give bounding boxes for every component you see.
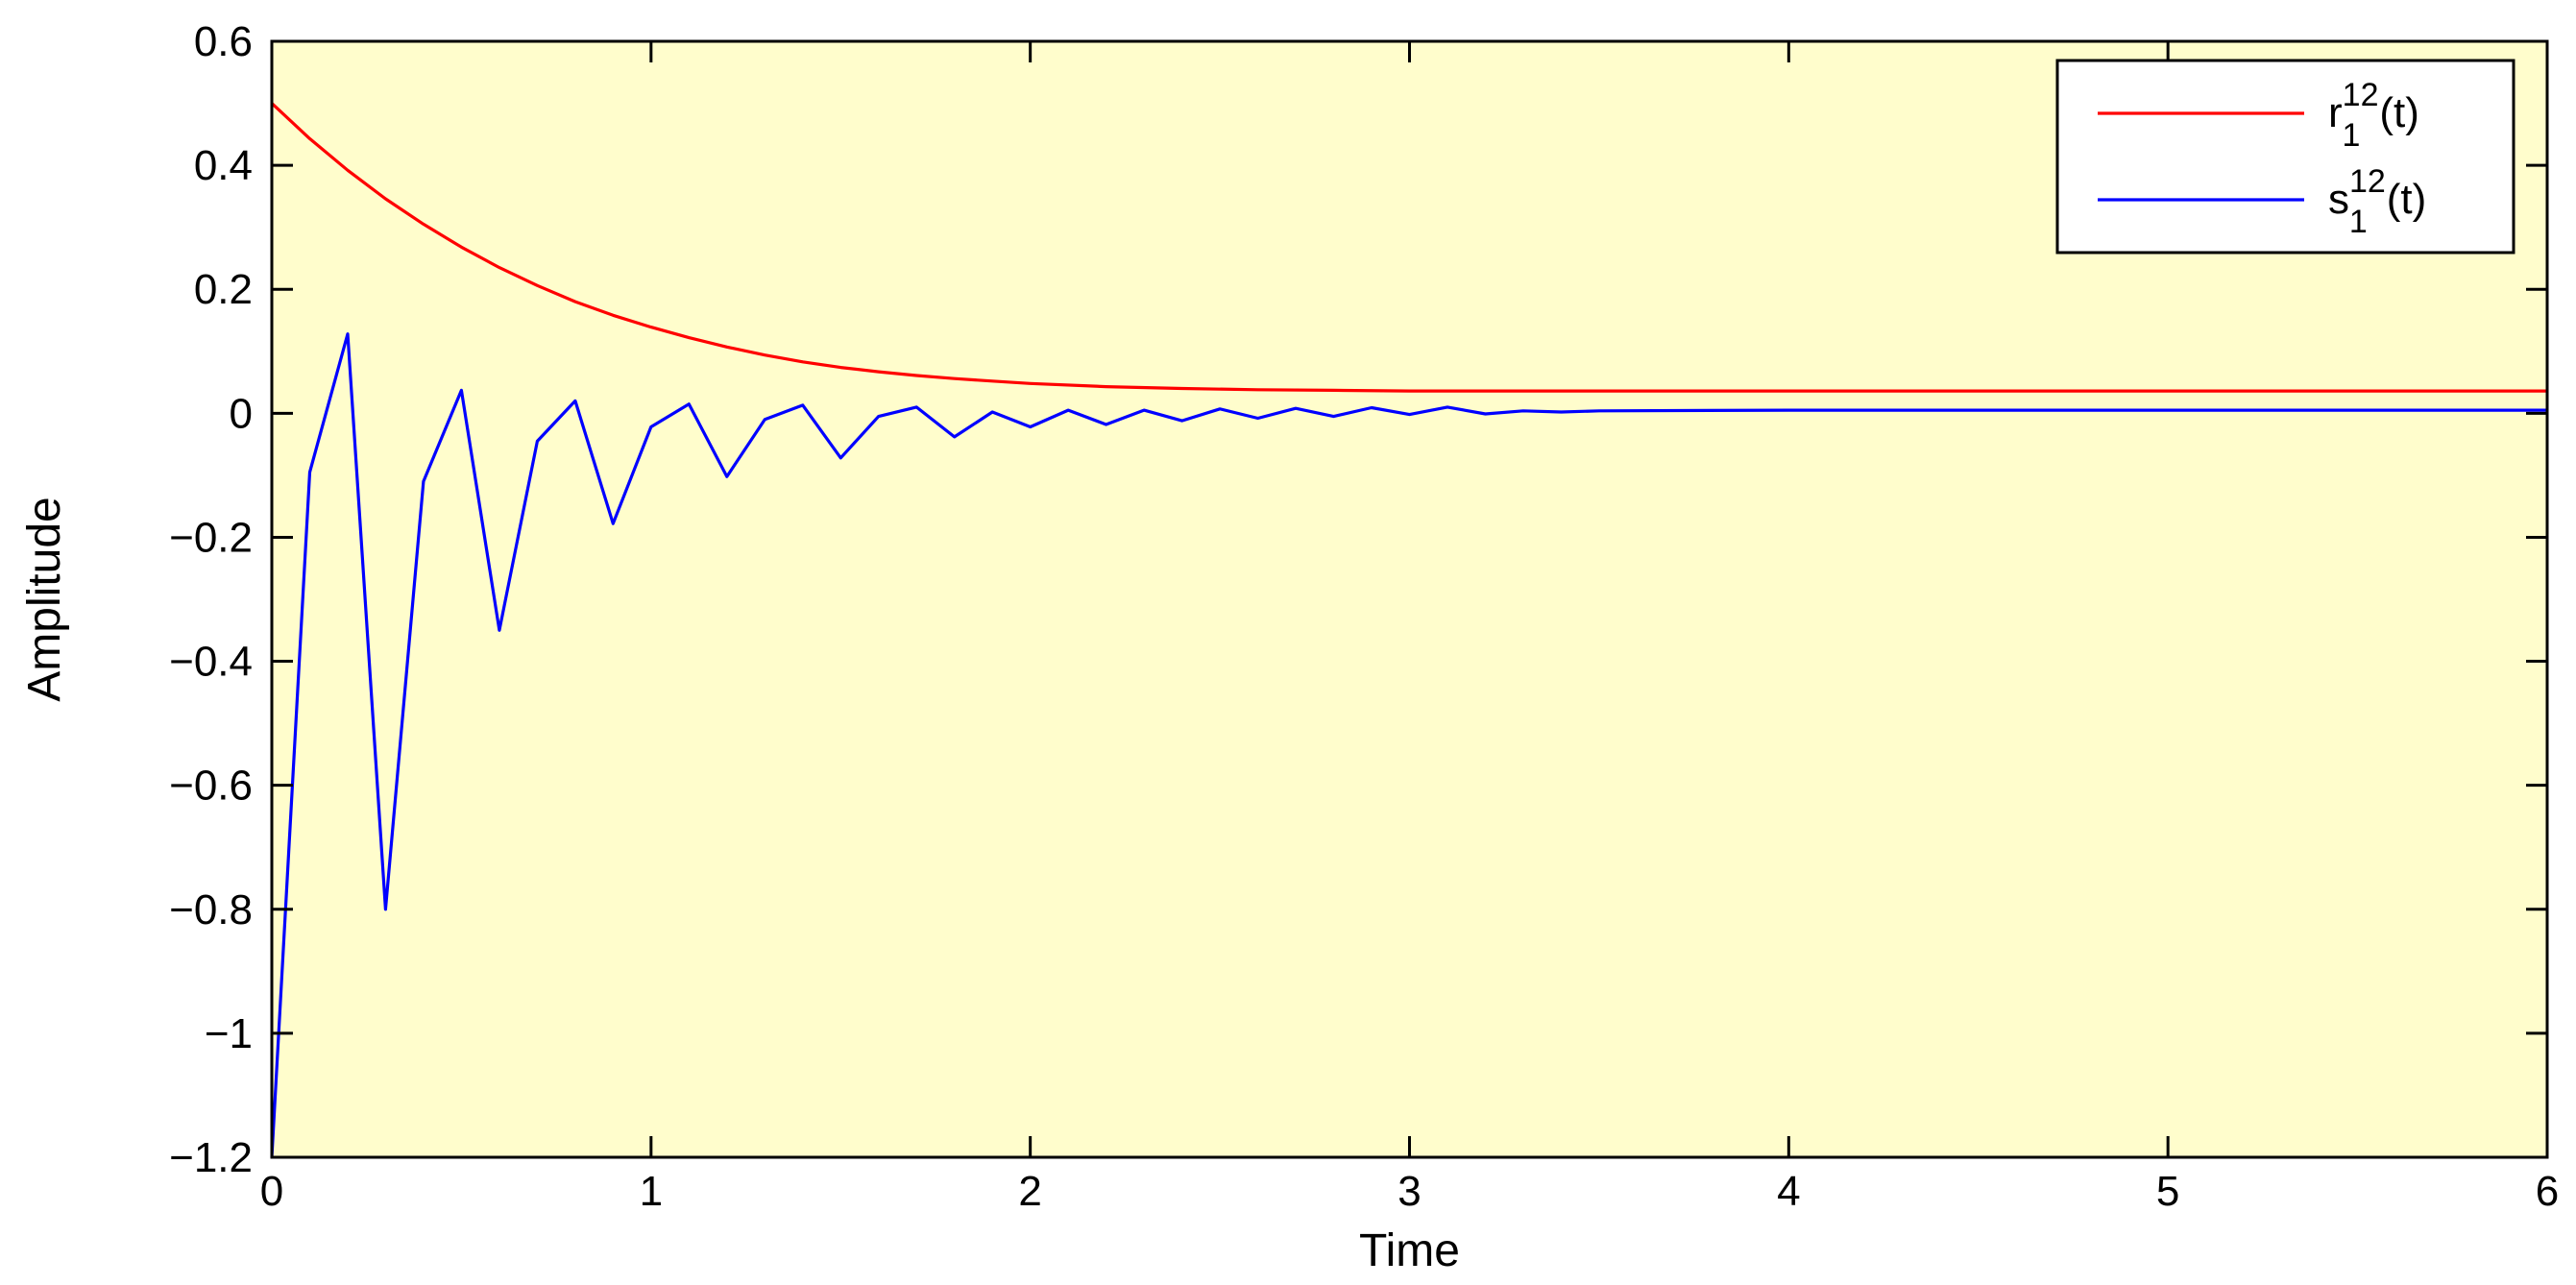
- y-tick-label: 0.2: [194, 266, 253, 313]
- legend-label-s: s12 1 (t): [2328, 163, 2426, 240]
- legend-box: [2055, 59, 2515, 255]
- y-tick-label: 0: [230, 390, 253, 437]
- y-tick-label: −0.2: [169, 514, 253, 561]
- series-line-s: [270, 332, 2547, 1158]
- y-tick-label: −0.8: [169, 886, 253, 933]
- x-tick-label: 2: [1018, 1168, 1041, 1215]
- y-tick-label: −1: [205, 1010, 253, 1057]
- x-tick-label: 1: [640, 1168, 663, 1215]
- y-axis-label: Amplitude: [19, 497, 70, 701]
- x-tick-label: 6: [2536, 1168, 2559, 1215]
- x-tick-label: 3: [1397, 1168, 1421, 1215]
- y-tick-label: −0.6: [169, 763, 253, 810]
- x-tick-label: 5: [2156, 1168, 2179, 1215]
- y-tick-label: −0.4: [169, 639, 253, 686]
- legend: r12 1 (t) s12 1 (t): [2055, 59, 2515, 255]
- x-tick-label: 4: [1777, 1168, 1800, 1215]
- legend-label-r: r12 1 (t): [2328, 77, 2419, 154]
- x-axis-label: Time: [1359, 1225, 1460, 1276]
- y-tick-label: 0.6: [194, 18, 253, 65]
- x-tick-label: 0: [260, 1168, 283, 1215]
- axis-ticks: 0 1 2 3 4 5 6 0.6 0.4 0.2 0 −0.2 −0.4 −0.6 −0.8 −1 −1.2: [169, 18, 2559, 1215]
- y-tick-label: 0.4: [194, 142, 253, 189]
- series-line-r: [270, 102, 2547, 393]
- series-layer: [270, 102, 2547, 1158]
- y-tick-label: −1.2: [169, 1134, 253, 1181]
